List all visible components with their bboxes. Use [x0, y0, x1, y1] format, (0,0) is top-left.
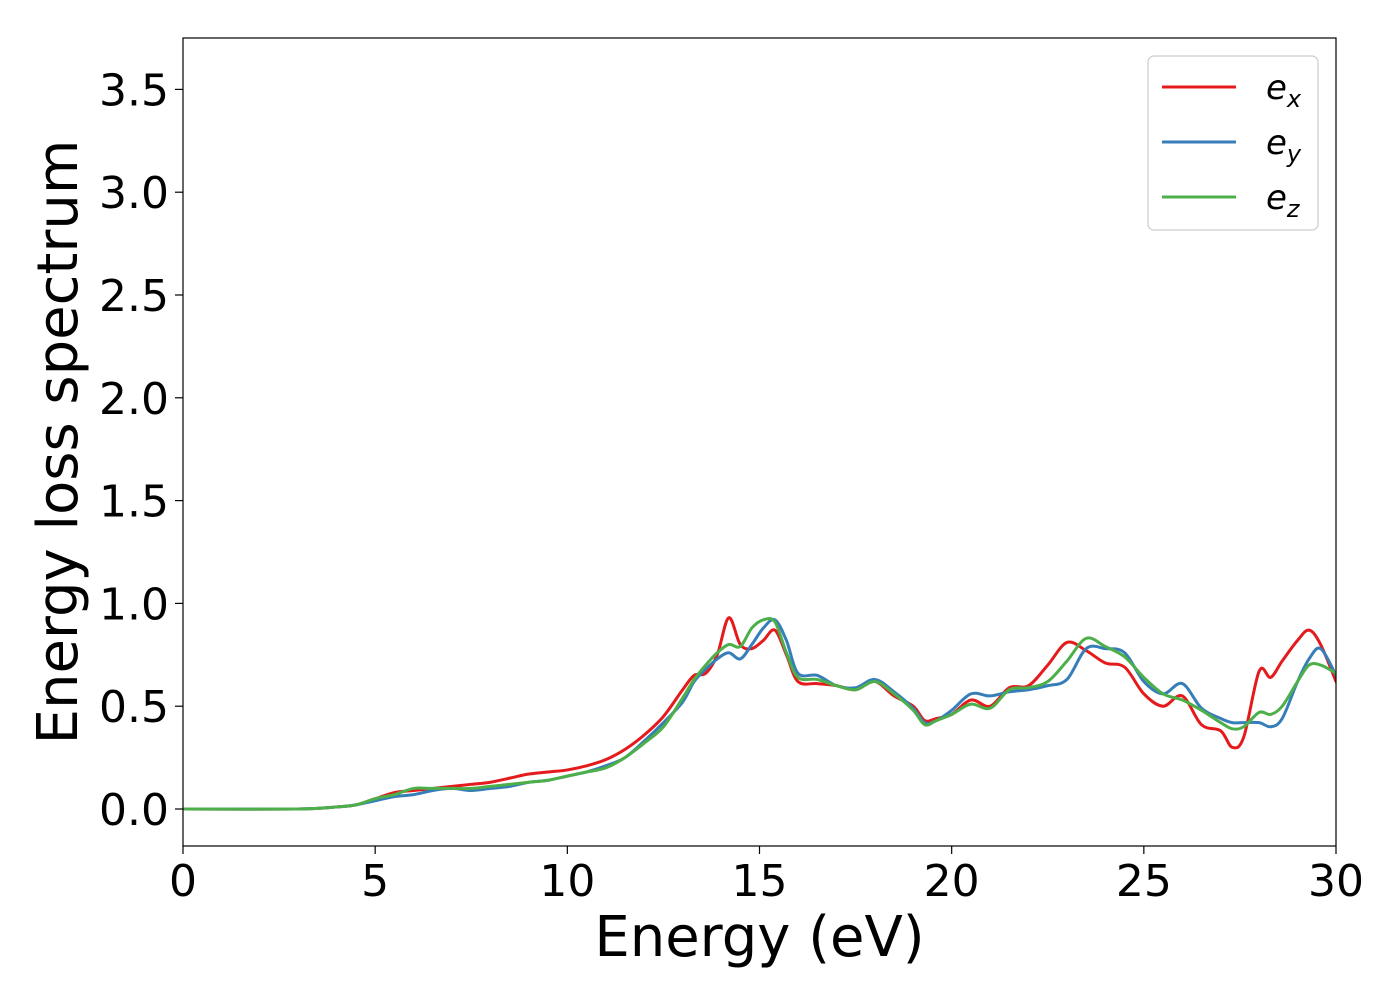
x-tick-label: 30 — [1308, 856, 1364, 907]
legend-label-subscript: z — [1286, 195, 1301, 223]
y-tick-label: 2.0 — [99, 374, 169, 425]
y-tick-label: 0.5 — [99, 682, 169, 733]
legend-label-z: ez — [1266, 178, 1301, 223]
y-tick-label: 2.5 — [99, 271, 169, 322]
legend-label-x: ex — [1266, 68, 1302, 113]
y-axis-ticks: 0.0 0.5 1.0 1.5 2.0 2.5 3.0 3.5 — [99, 65, 183, 836]
y-tick-label: 1.0 — [99, 579, 169, 630]
x-tick-label: 10 — [539, 856, 595, 907]
legend-label-y: ey — [1266, 123, 1302, 168]
x-tick-label: 15 — [732, 856, 788, 907]
x-tick-label: 5 — [361, 856, 389, 907]
series-line-x — [183, 616, 1336, 811]
legend-label-base: e — [1266, 123, 1287, 163]
series-line-y — [183, 617, 1336, 811]
x-axis-label: Energy (eV) — [594, 905, 924, 970]
legend-label-subscript: x — [1286, 85, 1302, 113]
series-line-z — [183, 616, 1336, 811]
series-layer — [183, 616, 1336, 811]
y-tick-label: 3.5 — [99, 65, 169, 116]
y-axis-label: Energy loss spectrum — [26, 140, 91, 745]
y-tick-label: 3.0 — [99, 168, 169, 219]
x-tick-label: 25 — [1116, 856, 1172, 907]
x-tick-label: 20 — [924, 856, 980, 907]
legend-label-base: e — [1266, 68, 1287, 108]
x-axis-ticks: 0 5 10 15 20 25 30 — [169, 846, 1364, 907]
y-tick-label: 0.0 — [99, 785, 169, 836]
legend-label-subscript: y — [1286, 140, 1302, 168]
x-tick-label: 0 — [169, 856, 197, 907]
legend-label-base: e — [1266, 178, 1287, 218]
y-tick-label: 1.5 — [99, 477, 169, 528]
